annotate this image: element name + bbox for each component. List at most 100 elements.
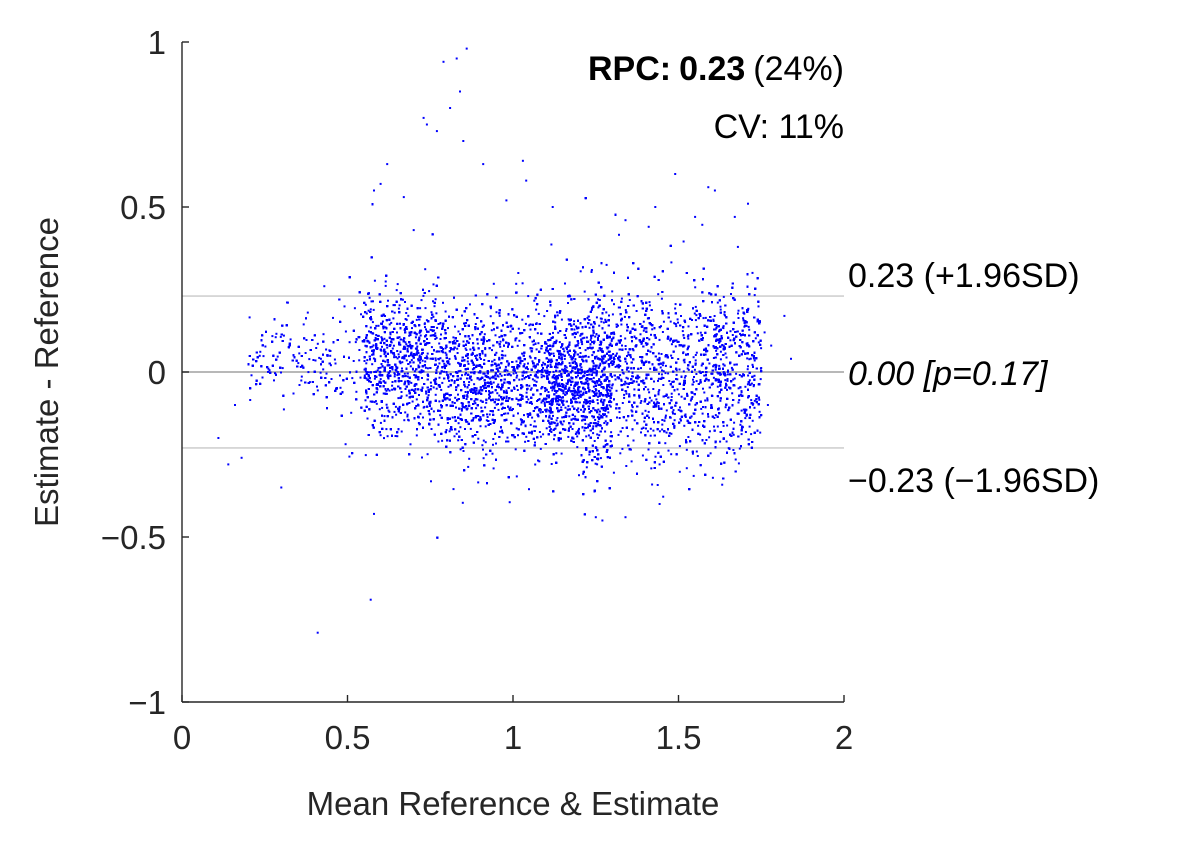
scatter-point [404, 318, 407, 320]
scatter-point [735, 372, 738, 375]
scatter-point [308, 358, 311, 361]
scatter-point [695, 373, 698, 375]
scatter-point [719, 305, 722, 308]
scatter-point [529, 412, 532, 415]
scatter-point [649, 427, 652, 430]
scatter-point [319, 371, 322, 374]
scatter-point [281, 367, 284, 370]
scatter-point [391, 388, 394, 391]
scatter-point [716, 325, 719, 328]
scatter-point [629, 330, 632, 333]
scatter-point [650, 467, 653, 470]
scatter-point [373, 371, 376, 373]
scatter-point [738, 399, 741, 402]
scatter-point [631, 410, 634, 413]
scatter-point [365, 377, 368, 380]
scatter-point [574, 415, 577, 418]
scatter-point [590, 269, 593, 271]
scatter-point [516, 403, 519, 406]
scatter-point [458, 430, 460, 433]
scatter-point [515, 371, 518, 374]
scatter-point [565, 391, 568, 394]
scatter-point [409, 365, 412, 368]
scatter-point [745, 408, 748, 411]
scatter-point [515, 360, 518, 363]
scatter-point [713, 315, 716, 317]
scatter-point [548, 421, 551, 424]
reference-lines [182, 295, 844, 449]
scatter-point [606, 347, 609, 350]
scatter-point [421, 456, 423, 459]
scatter-point [665, 431, 668, 434]
scatter-point [477, 371, 480, 374]
scatter-point [402, 196, 405, 199]
scatter-point [618, 411, 621, 414]
scatter-point [712, 365, 715, 368]
scatter-point [737, 462, 740, 465]
scatter-point [426, 352, 429, 355]
scatter-point [624, 345, 627, 347]
scatter-point [385, 428, 388, 431]
scatter-point [583, 382, 586, 385]
scatter-point [512, 372, 515, 375]
scatter-point [393, 373, 396, 376]
scatter-point [386, 163, 389, 166]
scatter-point [413, 370, 416, 373]
scatter-point [380, 336, 383, 339]
scatter-point [717, 372, 720, 375]
scatter-point [691, 319, 693, 321]
scatter-point [611, 383, 614, 386]
scatter-point [576, 370, 579, 373]
scatter-point [373, 189, 375, 192]
scatter-point [548, 414, 551, 417]
scatter-point [667, 372, 670, 375]
scatter-point [385, 403, 388, 406]
scatter-point [348, 455, 351, 458]
scatter-point [406, 413, 409, 416]
scatter-point [391, 347, 394, 350]
scatter-point [609, 358, 612, 360]
scatter-point [396, 435, 399, 438]
scatter-point [534, 425, 537, 428]
scatter-point [609, 440, 612, 443]
scatter-point [401, 298, 404, 301]
scatter-point [639, 356, 642, 358]
scatter-point [670, 343, 673, 346]
scatter-point [617, 358, 620, 361]
scatter-point [544, 390, 547, 393]
scatter-point [531, 402, 533, 405]
scatter-point [509, 330, 512, 333]
scatter-point [422, 406, 425, 409]
scatter-point [657, 390, 660, 393]
scatter-point [627, 351, 630, 354]
scatter-point [373, 279, 376, 282]
scatter-point [323, 285, 326, 288]
scatter-point [712, 376, 715, 379]
scatter-point [643, 420, 646, 423]
scatter-point [640, 427, 643, 430]
scatter-point [449, 107, 452, 109]
scatter-point [531, 378, 534, 381]
scatter-point [560, 396, 563, 399]
scatter-point [454, 325, 456, 328]
scatter-point [426, 367, 429, 370]
scatter-point [602, 321, 605, 324]
scatter-point [610, 431, 613, 434]
scatter-point [722, 325, 725, 328]
scatter-point [395, 413, 398, 416]
scatter-point [545, 388, 548, 391]
scatter-point [572, 417, 575, 420]
scatter-point [521, 318, 524, 321]
scatter-point [598, 390, 600, 393]
scatter-point [724, 406, 727, 409]
scatter-point [704, 399, 707, 402]
scatter-point [477, 481, 480, 484]
scatter-point [577, 388, 579, 391]
scatter-point [740, 390, 743, 393]
scatter-point [489, 380, 492, 383]
scatter-point [723, 311, 726, 313]
scatter-point [434, 393, 437, 396]
scatter-point [527, 295, 530, 298]
scatter-point [432, 410, 435, 413]
scatter-point [676, 388, 679, 391]
